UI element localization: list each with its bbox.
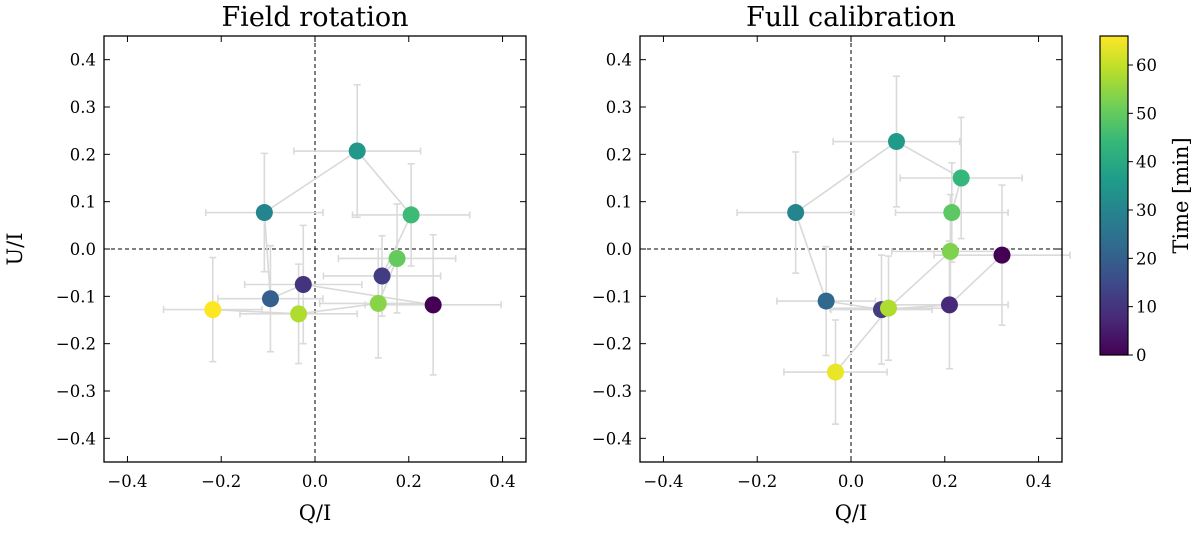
- colorbar-tick-label: 50: [1136, 104, 1157, 123]
- y-tick-label: −0.2: [592, 335, 632, 354]
- error-bars: [736, 75, 1071, 425]
- data-point: [940, 296, 958, 314]
- x-tick-label: 0.2: [396, 472, 422, 491]
- data-point: [369, 294, 387, 312]
- colorbar-tick-label: 10: [1136, 298, 1157, 317]
- data-point: [261, 290, 279, 308]
- error-bars: [162, 83, 502, 376]
- y-tick-label: −0.4: [592, 429, 632, 448]
- data-point: [373, 267, 391, 285]
- colorbar-gradient: [1099, 35, 1129, 356]
- colorbar-tick-label: 30: [1136, 201, 1157, 220]
- x-tick-label: −0.4: [107, 472, 147, 491]
- x-tick-label: −0.2: [201, 472, 241, 491]
- data-point: [402, 206, 420, 224]
- data-point: [827, 363, 845, 381]
- y-tick-label: 0.0: [70, 240, 96, 259]
- data-point: [952, 169, 970, 187]
- y-tick-label: 0.3: [70, 98, 96, 117]
- data-point: [348, 142, 366, 160]
- x-tick-label: −0.2: [737, 472, 777, 491]
- colorbar: 0 10 20 30 40 50 60 Time [min]: [1099, 35, 1193, 365]
- y-tick-label: 0.4: [70, 51, 96, 70]
- x-tick-label: 0.4: [489, 472, 515, 491]
- data-point: [388, 249, 406, 267]
- data-point: [880, 299, 898, 317]
- x-axis-label: Q/I: [299, 501, 332, 525]
- y-tick-label: −0.1: [56, 287, 96, 306]
- y-tick-label: −0.3: [592, 382, 632, 401]
- panel-field-rotation: −0.4 −0.2 0.0 0.2 0.4 −0.4 −0.3 −0.2 −0.1 0.0 0.1 0…: [3, 2, 527, 525]
- colorbar-tick-label: 20: [1136, 249, 1157, 268]
- colorbar-label: Time [min]: [1169, 137, 1193, 253]
- x-tick-label: 0.0: [838, 472, 864, 491]
- colorbar-tick-label: 40: [1136, 153, 1157, 172]
- data-point: [943, 204, 961, 222]
- y-axis-label: U/I: [3, 232, 27, 265]
- y-tick-label: 0.2: [70, 145, 96, 164]
- chart-title: Full calibration: [746, 2, 956, 33]
- data-point: [787, 204, 805, 222]
- y-tick-label: 0.2: [606, 145, 632, 164]
- colorbar-tick-label: 60: [1136, 56, 1157, 75]
- y-tick-label: −0.4: [56, 429, 96, 448]
- x-tick-label: 0.4: [1025, 472, 1051, 491]
- data-point: [941, 242, 959, 260]
- data-point: [290, 305, 308, 323]
- colorbar-tick-label: 0: [1136, 346, 1147, 365]
- data-point: [204, 301, 222, 319]
- data-point: [993, 246, 1011, 264]
- chart-title: Field rotation: [221, 2, 408, 33]
- y-tick-label: 0.1: [606, 193, 632, 212]
- x-tick-label: 0.2: [932, 472, 958, 491]
- y-tick-label: 0.3: [606, 98, 632, 117]
- y-tick-label: −0.1: [592, 287, 632, 306]
- y-tick-label: −0.3: [56, 382, 96, 401]
- panel-full-calibration: −0.4 −0.2 0.0 0.2 0.4 −0.4 −0.3 −0.2 −0.1 0.0 0.1 0…: [592, 2, 1071, 525]
- x-tick-label: 0.0: [302, 472, 328, 491]
- y-tick-label: −0.2: [56, 335, 96, 354]
- data-point: [424, 296, 442, 314]
- y-tick-label: 0.0: [606, 240, 632, 259]
- x-axis-label: Q/I: [835, 501, 868, 525]
- data-point: [817, 292, 835, 310]
- data-point: [255, 204, 273, 222]
- data-point: [294, 276, 312, 293]
- x-tick-label: −0.4: [643, 472, 683, 491]
- y-tick-label: 0.4: [606, 51, 632, 70]
- y-tick-label: 0.1: [70, 193, 96, 212]
- trajectory-line: [212, 149, 434, 315]
- data-point: [887, 133, 905, 151]
